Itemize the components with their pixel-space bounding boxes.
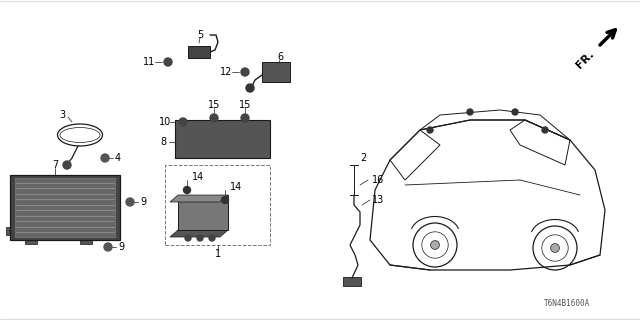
Bar	[178, 195, 228, 230]
Text: 5: 5	[197, 30, 203, 40]
Text: 9: 9	[118, 242, 124, 252]
Bar	[343, 277, 361, 286]
Circle shape	[101, 154, 109, 162]
Text: 1: 1	[215, 249, 221, 259]
Bar	[10, 175, 120, 240]
Bar	[25, 239, 37, 244]
Circle shape	[246, 84, 254, 92]
Text: FR.: FR.	[575, 49, 596, 71]
Circle shape	[185, 235, 191, 241]
Bar	[80, 239, 92, 244]
Circle shape	[197, 235, 203, 241]
Bar	[165, 165, 270, 245]
Circle shape	[222, 124, 228, 130]
Circle shape	[550, 244, 559, 252]
Polygon shape	[170, 230, 228, 237]
Text: 14: 14	[192, 172, 204, 182]
Bar	[177, 122, 268, 132]
Circle shape	[427, 127, 433, 133]
Bar	[188, 46, 210, 58]
Bar	[6, 227, 11, 235]
Circle shape	[512, 109, 518, 115]
Circle shape	[237, 124, 243, 130]
Text: 16: 16	[372, 175, 384, 185]
Text: 3: 3	[59, 110, 65, 120]
Text: 4: 4	[115, 153, 121, 163]
Polygon shape	[170, 195, 228, 202]
Circle shape	[164, 58, 172, 66]
Text: 10: 10	[159, 117, 171, 127]
Circle shape	[467, 109, 473, 115]
Circle shape	[202, 124, 208, 130]
Circle shape	[126, 198, 134, 206]
Circle shape	[210, 114, 218, 122]
Text: 11: 11	[143, 57, 155, 67]
Circle shape	[241, 68, 249, 76]
Circle shape	[63, 161, 71, 169]
Circle shape	[187, 124, 193, 130]
Text: 15: 15	[208, 100, 220, 110]
Text: 8: 8	[160, 137, 166, 147]
Bar	[175, 120, 270, 158]
Circle shape	[221, 196, 228, 204]
Circle shape	[241, 114, 249, 122]
Text: 9: 9	[140, 197, 146, 207]
Text: 13: 13	[372, 195, 384, 205]
Circle shape	[179, 118, 187, 126]
Text: 12: 12	[220, 67, 232, 77]
Text: T6N4B1600A: T6N4B1600A	[544, 299, 590, 308]
Bar	[262, 62, 290, 82]
Circle shape	[104, 243, 112, 251]
Circle shape	[184, 187, 191, 194]
Text: 7: 7	[52, 160, 58, 170]
Circle shape	[542, 127, 548, 133]
Text: 15: 15	[239, 100, 251, 110]
Bar	[15, 178, 115, 237]
Text: 14: 14	[230, 182, 243, 192]
Text: 2: 2	[360, 153, 366, 163]
Circle shape	[431, 241, 440, 249]
Text: 6: 6	[277, 52, 283, 62]
Circle shape	[209, 235, 215, 241]
